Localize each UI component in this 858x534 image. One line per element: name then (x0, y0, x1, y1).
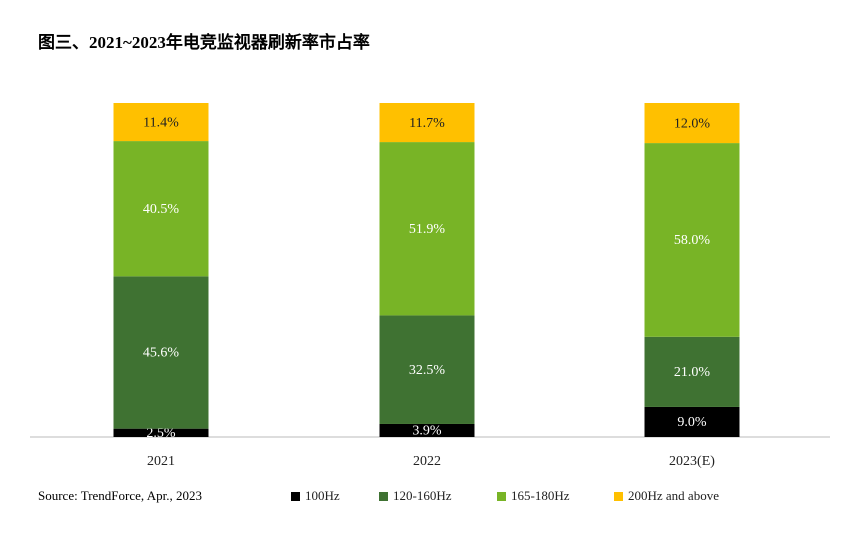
legend-label: 165-180Hz (511, 488, 570, 503)
value-label: 40.5% (143, 202, 180, 217)
bar-segment (113, 141, 209, 277)
value-label: 51.9% (409, 222, 446, 237)
value-label: 3.9% (412, 424, 442, 439)
chart-title: 图三、2021~2023年电竞监视器刷新率市占率 (38, 32, 370, 52)
legend-swatch (379, 492, 388, 501)
bar-segment (113, 103, 209, 142)
bar-segment (379, 423, 475, 437)
bar-segment (644, 336, 740, 407)
legend-swatch (291, 492, 300, 501)
legend-label: 200Hz and above (628, 488, 719, 503)
value-label: 12.0% (674, 116, 711, 131)
value-label: 9.0% (677, 415, 707, 430)
value-label: 11.7% (409, 116, 445, 131)
x-tick-label: 2022 (413, 454, 441, 469)
bar-segment (379, 103, 475, 143)
value-label: 58.0% (674, 233, 711, 248)
x-tick-label: 2021 (147, 454, 175, 469)
legend-swatch (614, 492, 623, 501)
value-label: 32.5% (409, 363, 446, 378)
legend-label: 120-160Hz (393, 488, 452, 503)
value-label: 45.6% (143, 346, 180, 361)
value-label: 11.4% (143, 115, 179, 130)
bar-segment (644, 103, 740, 144)
bar-segment (113, 276, 209, 429)
bar-segment (644, 406, 740, 437)
legend-label: 100Hz (305, 488, 340, 503)
bar-segment (379, 315, 475, 424)
source: Source: TrendForce, Apr., 2023 (38, 488, 202, 503)
bar-segment (379, 142, 475, 316)
value-label: 2.5% (146, 426, 176, 441)
x-tick-label: 2023(E) (669, 454, 715, 469)
bar-segment (644, 143, 740, 337)
value-label: 21.0% (674, 365, 711, 380)
bar-segment (113, 428, 209, 437)
legend-swatch (497, 492, 506, 501)
